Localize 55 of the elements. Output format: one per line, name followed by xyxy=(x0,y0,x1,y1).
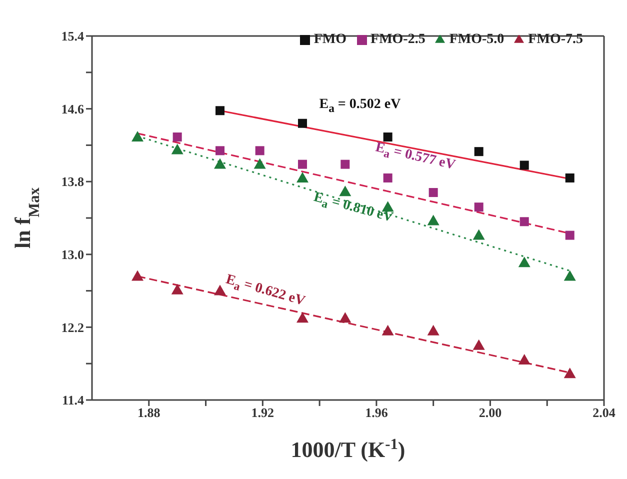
point xyxy=(564,270,576,281)
point xyxy=(296,312,308,323)
y-tick-label: 11.4 xyxy=(62,392,84,408)
point xyxy=(339,312,352,323)
point xyxy=(383,173,392,182)
point xyxy=(518,256,530,268)
y-tick-label: 14.6 xyxy=(61,101,84,116)
point xyxy=(172,132,182,142)
x-tick-label: 1.88 xyxy=(138,405,161,420)
point xyxy=(214,158,226,169)
point xyxy=(474,147,484,156)
point xyxy=(255,146,264,156)
x-tick-label: 2.00 xyxy=(478,405,502,420)
x-tick-label: 1.92 xyxy=(251,405,274,420)
point xyxy=(565,173,574,182)
y-tick-label: 12.2 xyxy=(61,320,84,335)
point xyxy=(427,214,440,226)
point xyxy=(298,160,307,169)
legend-label: FMO-7.5 xyxy=(528,32,583,47)
legend-label: FMO-2.5 xyxy=(370,32,426,47)
legend-label: FMO-5.0 xyxy=(449,32,504,47)
point xyxy=(214,284,226,296)
point xyxy=(520,217,529,226)
annotation: E$_{a}$ = 0.577 eV xyxy=(373,140,457,176)
x-tick-label: 2.04 xyxy=(592,405,616,420)
point xyxy=(132,131,144,142)
point xyxy=(382,201,394,212)
x-axis-title: 1000/T (K$^{-1}$) xyxy=(290,436,406,462)
point xyxy=(565,230,574,240)
point xyxy=(171,284,184,294)
point xyxy=(472,229,485,240)
point xyxy=(216,146,224,156)
point xyxy=(216,106,224,116)
legend-label: FMO xyxy=(314,32,347,47)
point xyxy=(472,339,485,350)
point xyxy=(254,158,266,169)
point xyxy=(383,132,392,142)
point xyxy=(520,160,529,170)
point xyxy=(427,324,440,336)
y-tick-label: 13.0 xyxy=(61,247,84,262)
y-tick-label: 15.4 xyxy=(61,28,84,44)
point xyxy=(428,188,438,198)
point xyxy=(382,324,394,336)
point xyxy=(339,186,352,196)
x-tick-label: 1.96 xyxy=(365,405,388,420)
point xyxy=(171,144,184,154)
point xyxy=(296,172,308,182)
point xyxy=(298,118,307,128)
y-tick-label: 13.8 xyxy=(61,174,84,190)
point xyxy=(564,368,576,378)
point xyxy=(132,270,144,281)
point xyxy=(340,160,350,169)
point xyxy=(474,202,484,212)
annotation: E$_{a}$ = 0.502 eV xyxy=(319,97,401,115)
point xyxy=(518,354,530,364)
